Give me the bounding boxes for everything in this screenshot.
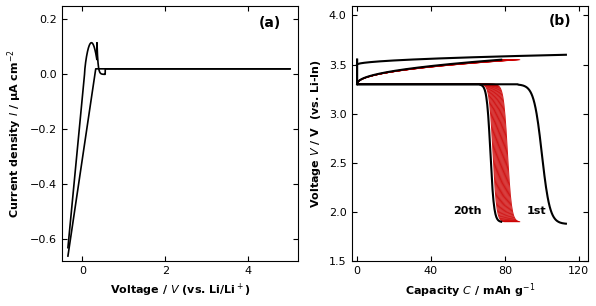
Y-axis label: Current density $I$ / μA cm$^{-2}$: Current density $I$ / μA cm$^{-2}$ — [5, 49, 24, 218]
Text: (a): (a) — [259, 17, 281, 31]
Text: 20th: 20th — [453, 206, 482, 216]
Text: 1st: 1st — [527, 206, 547, 216]
Y-axis label: Voltage $V$ / V  (vs. Li-In): Voltage $V$ / V (vs. Li-In) — [309, 59, 324, 208]
X-axis label: Voltage / $V$ (vs. Li/Li$^+$): Voltage / $V$ (vs. Li/Li$^+$) — [110, 282, 250, 299]
Text: (b): (b) — [548, 14, 571, 28]
X-axis label: Capacity $C$ / mAh g$^{-1}$: Capacity $C$ / mAh g$^{-1}$ — [405, 282, 535, 300]
